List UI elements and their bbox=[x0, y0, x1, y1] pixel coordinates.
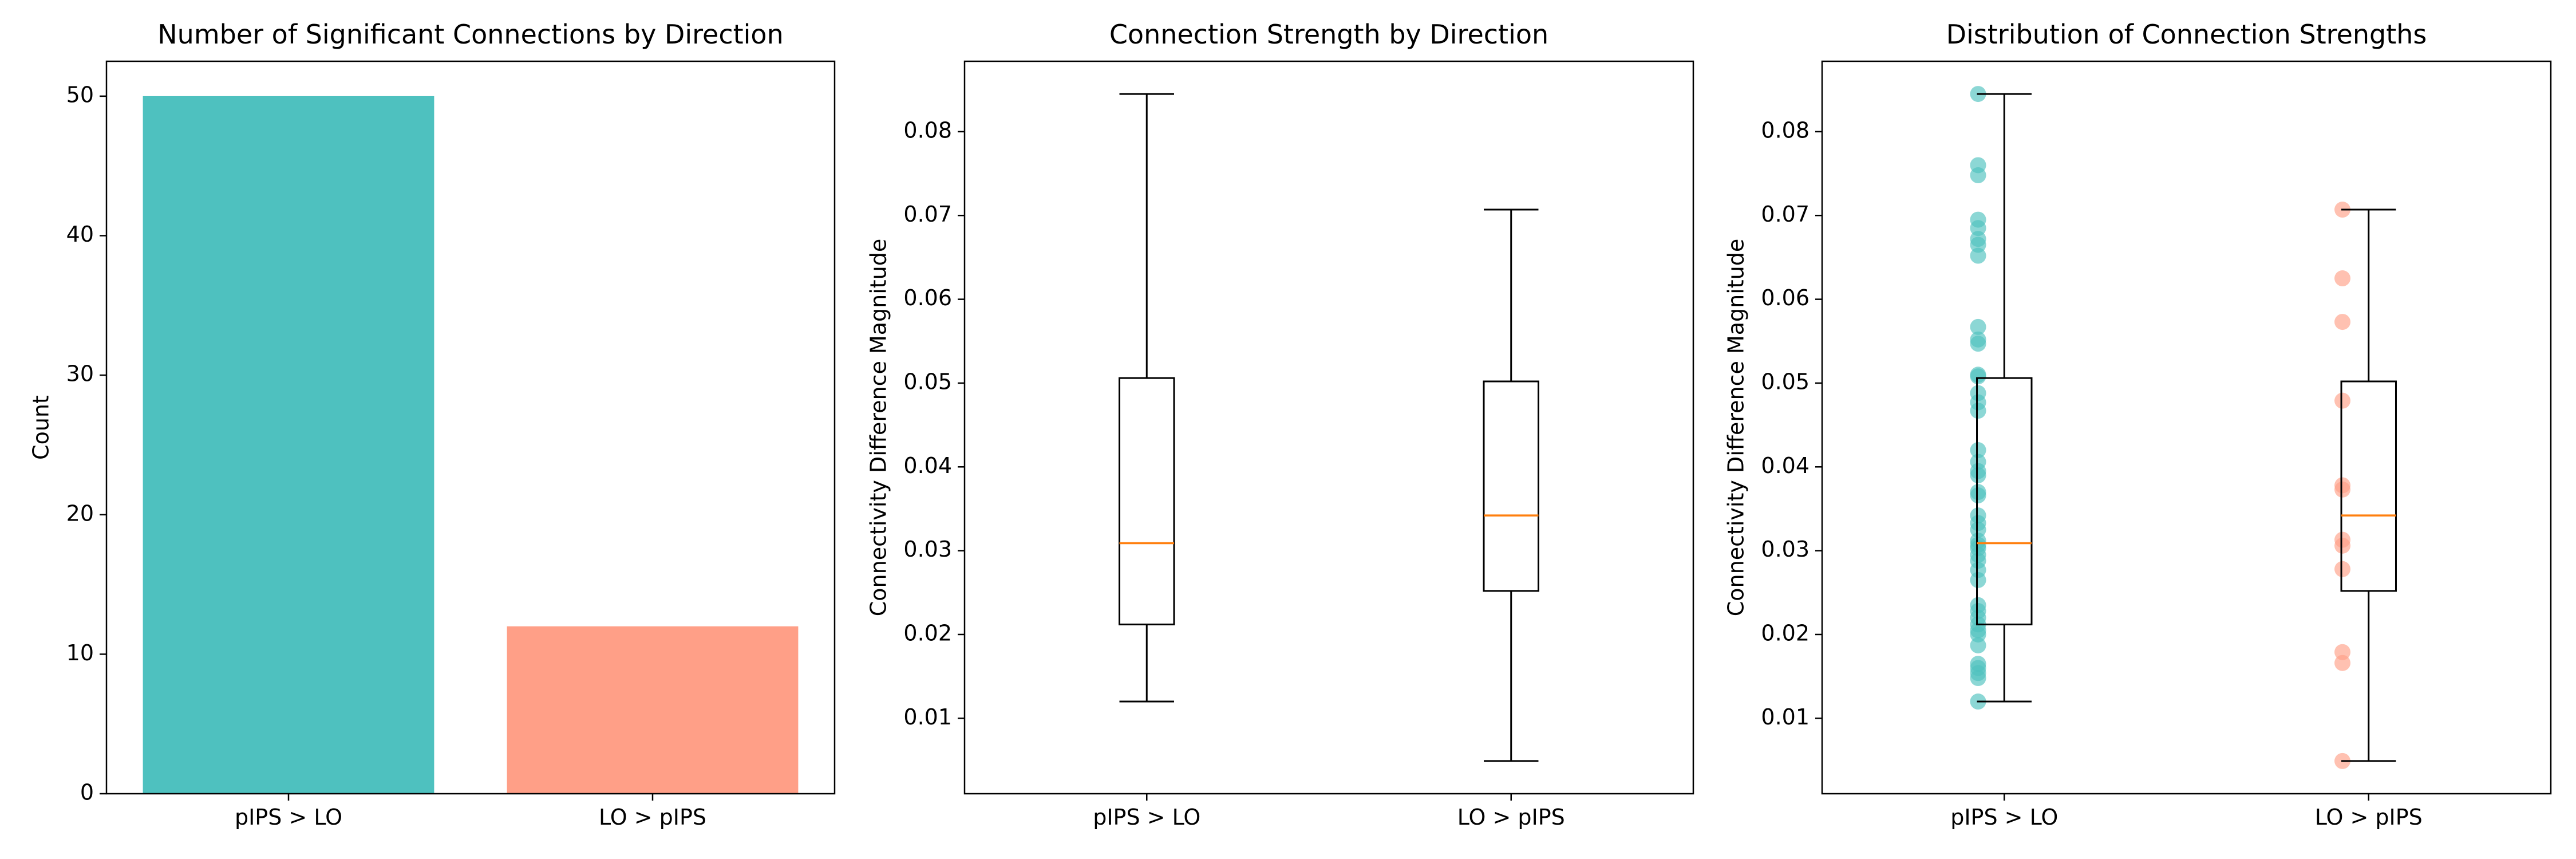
bar bbox=[143, 96, 434, 794]
data-point bbox=[1970, 637, 1986, 653]
data-point bbox=[1970, 368, 1986, 385]
data-point bbox=[1970, 318, 1986, 335]
data-point bbox=[1970, 442, 1986, 459]
y-tick-label: 0.07 bbox=[1761, 202, 1809, 227]
data-point bbox=[1970, 670, 1986, 687]
data-point bbox=[2334, 481, 2351, 498]
data-point bbox=[2334, 655, 2351, 671]
y-tick-label: 0.06 bbox=[903, 285, 952, 310]
scatter-points bbox=[1970, 86, 2351, 769]
axes-frame bbox=[105, 60, 836, 795]
chart-title: Distribution of Connection Strengths bbox=[1946, 19, 2427, 50]
data-point bbox=[1970, 336, 1986, 352]
data-point bbox=[2334, 392, 2351, 409]
data-point bbox=[2334, 537, 2351, 554]
chart-title: Connection Strength by Direction bbox=[1109, 19, 1548, 50]
y-tick-label: 40 bbox=[66, 222, 94, 247]
data-point bbox=[1970, 167, 1986, 184]
y-tick-label: 0.05 bbox=[1761, 369, 1809, 394]
y-axis-label: Connectivity Difference Magnitude bbox=[1724, 239, 1749, 617]
y-tick-label: 30 bbox=[66, 361, 94, 387]
box bbox=[2340, 380, 2397, 592]
box bbox=[1119, 377, 1175, 625]
y-tick-label: 0.08 bbox=[903, 117, 952, 143]
box bbox=[1483, 380, 1539, 592]
x-tick-label: pIPS > LO bbox=[1093, 805, 1200, 830]
x-tick-label: pIPS > LO bbox=[1950, 805, 2058, 830]
chart-title: Number of Significant Connections by Dir… bbox=[157, 19, 783, 50]
y-tick-label: 50 bbox=[66, 82, 94, 107]
bar-chart-panel: Number of Significant Connections by Dir… bbox=[29, 19, 836, 830]
y-tick-label: 0.03 bbox=[1761, 537, 1809, 562]
y-tick-label: 0.05 bbox=[903, 369, 952, 394]
x-tick-label: LO > pIPS bbox=[2315, 805, 2423, 830]
y-axis-label: Connectivity Difference Magnitude bbox=[866, 239, 891, 617]
box bbox=[1976, 377, 2033, 625]
box-marks bbox=[1119, 93, 1539, 762]
box-marks bbox=[1976, 93, 2397, 762]
x-tick-label: pIPS > LO bbox=[235, 805, 342, 830]
y-tick-label: 0.04 bbox=[903, 453, 952, 478]
y-tick-label: 0.02 bbox=[1761, 620, 1809, 645]
data-point bbox=[1970, 572, 1986, 588]
y-tick-label: 0.04 bbox=[1761, 453, 1809, 478]
y-tick-label: 0.01 bbox=[1761, 704, 1809, 730]
data-point bbox=[1970, 247, 1986, 264]
y-tick-label: 0.08 bbox=[1761, 117, 1809, 143]
y-tick-label: 0.03 bbox=[903, 537, 952, 562]
x-ticks: pIPS > LO LO > pIPS bbox=[1093, 794, 1565, 830]
x-tick-label: LO > pIPS bbox=[599, 805, 706, 830]
y-tick-label: 0.01 bbox=[903, 704, 952, 730]
data-point bbox=[2334, 561, 2351, 577]
y-tick-label: 0.07 bbox=[903, 202, 952, 227]
data-point bbox=[1970, 403, 1986, 419]
data-point bbox=[1970, 467, 1986, 483]
y-tick-label: 0 bbox=[80, 780, 94, 805]
y-tick-label: 10 bbox=[66, 640, 94, 665]
y-tick-label: 0.02 bbox=[903, 620, 952, 645]
axes-frame bbox=[963, 60, 1694, 795]
bar-marks bbox=[143, 96, 799, 794]
axes-frame bbox=[1821, 60, 2552, 795]
y-ticks: 0.01 0.02 0.03 0.04 0.05 0.06 0.07 0.08 bbox=[1761, 117, 1822, 730]
data-point bbox=[2334, 314, 2351, 330]
y-tick-label: 0.06 bbox=[1761, 285, 1809, 310]
y-axis-label: Count bbox=[29, 395, 54, 460]
y-ticks: 0.01 0.02 0.03 0.04 0.05 0.06 0.07 0.08 bbox=[903, 117, 965, 730]
x-ticks: pIPS > LO LO > pIPS bbox=[235, 794, 706, 830]
x-tick-label: LO > pIPS bbox=[1457, 805, 1565, 830]
data-point bbox=[2334, 270, 2351, 287]
x-ticks: pIPS > LO LO > pIPS bbox=[1950, 794, 2423, 830]
data-point bbox=[1970, 487, 1986, 504]
distribution-panel: Distribution of Connection Strengths Con… bbox=[1724, 19, 2552, 830]
y-tick-label: 20 bbox=[66, 501, 94, 526]
bar bbox=[507, 626, 799, 794]
y-ticks: 0 10 20 30 40 50 bbox=[66, 82, 106, 805]
box-plot-panel: Connection Strength by Direction Connect… bbox=[866, 19, 1694, 830]
